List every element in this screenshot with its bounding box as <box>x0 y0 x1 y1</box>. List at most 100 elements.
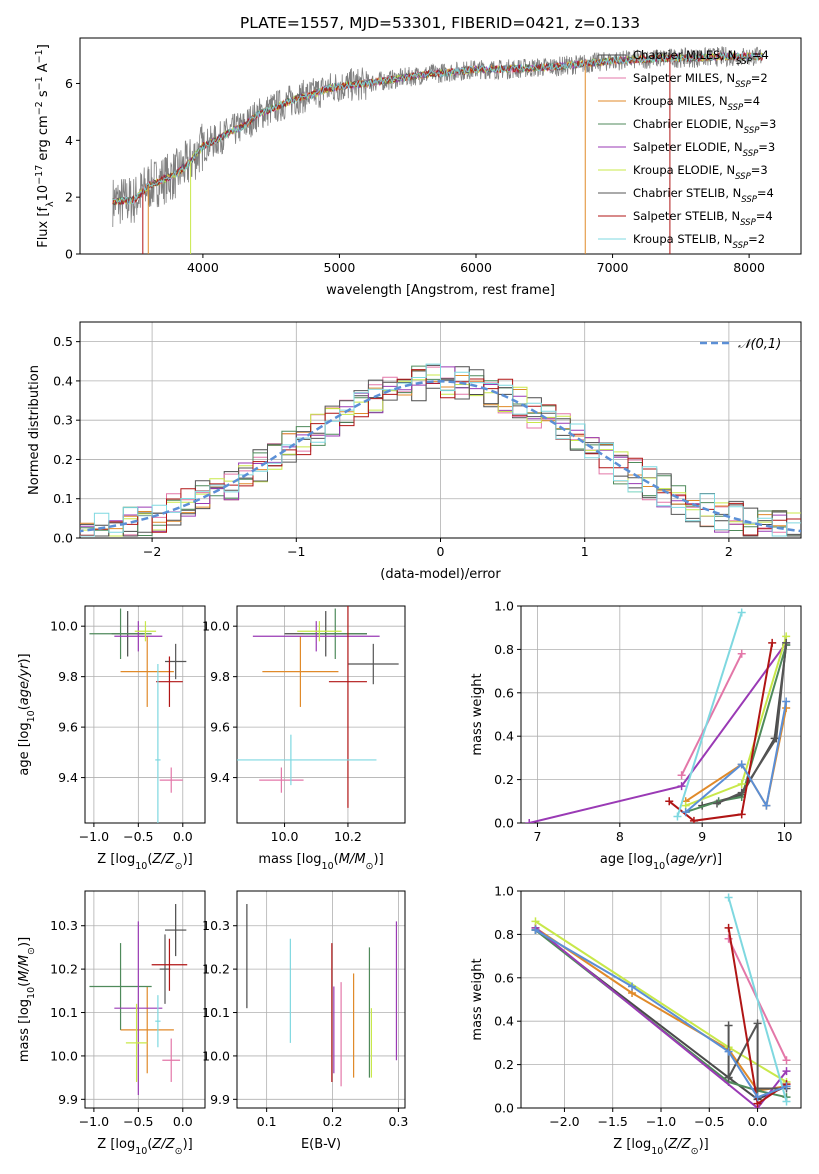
y-tick-label: 9.6 <box>58 720 78 735</box>
axes-frame <box>84 890 206 1109</box>
x-axis-label: Z [log10(Z/Z⊙)] <box>97 852 192 872</box>
plot-area <box>531 893 791 1108</box>
axes-frame <box>84 605 206 824</box>
legend-label: Kroupa MILES, NSSP=4 <box>633 94 760 113</box>
x-tick-label: 0.0 <box>748 1114 768 1129</box>
y-axis-label: mass [log10(M/M⊙)] <box>17 937 37 1062</box>
y-axis-label: mass weight <box>470 673 485 755</box>
plot-area <box>80 363 801 537</box>
axes-frame <box>79 321 802 539</box>
y-tick-label: 1.0 <box>494 884 514 899</box>
x-tick-label: 9 <box>698 829 706 844</box>
axes-frame <box>520 890 802 1109</box>
plot-area <box>89 608 187 823</box>
massweight-vs-metallicity-panel: −2.0 −1.5 −1.0 −0.5 0.0 0.0 0.2 0.4 0.6 0.8 1.0 Z [… <box>470 884 802 1157</box>
legend-label: Chabrier ELODIE, NSSP=3 <box>633 117 776 136</box>
mass-weight-marker <box>753 1093 762 1102</box>
y-tick-label: 10.0 <box>202 619 230 634</box>
y-tick-label: 9.9 <box>58 1092 78 1107</box>
mass-weight-line <box>685 701 788 813</box>
mass-weight-line <box>534 927 788 1108</box>
mass-weight-line <box>680 653 743 776</box>
y-axis-label: Normed distribution <box>27 365 42 495</box>
y-tick-label: 10.0 <box>50 1048 78 1063</box>
mass-weight-marker <box>677 771 686 780</box>
x-tick-label: −2 <box>143 544 161 559</box>
x-tick-label: −1 <box>287 544 305 559</box>
mass-weight-marker <box>531 926 540 935</box>
age-vs-metallicity-panel: −1.0 −0.5 0.0 9.4 9.6 9.8 10.0 Z [log10(Z/Z⊙)] a… <box>17 605 206 872</box>
mass-weight-marker <box>525 819 534 823</box>
y-tick-label: 0.0 <box>53 531 73 546</box>
plot-area <box>246 904 398 1087</box>
mass-weight-marker <box>713 799 721 808</box>
y-tick-label: 10.2 <box>50 962 78 977</box>
y-tick-label: 0.8 <box>494 642 514 657</box>
y-tick-label: 10.3 <box>202 918 230 933</box>
axes-frame <box>520 605 802 824</box>
legend-label: Kroupa STELIB, NSSP=2 <box>633 232 765 251</box>
mass-weight-marker <box>737 649 746 658</box>
y-tick-label: 1.0 <box>494 599 514 614</box>
x-tick-label: 1 <box>581 544 589 559</box>
y-tick-label: 0.8 <box>494 927 514 942</box>
y-tick-label: 0.6 <box>494 685 514 700</box>
y-tick-label: 0.4 <box>494 1014 514 1029</box>
mass-weight-marker <box>762 801 771 810</box>
x-tick-label: 0.1 <box>257 1114 277 1129</box>
plot-area <box>237 606 399 808</box>
y-tick-label: 10.1 <box>50 1005 78 1020</box>
x-axis-label: age [log10(age/yr)] <box>600 852 722 872</box>
residuals-panel: −2 −1 0 1 2 0.0 0.1 0.2 0.3 0.4 0.5 𝒩(0,1) (data-mod… <box>27 321 802 582</box>
y-tick-label: 0.4 <box>53 373 73 388</box>
x-tick-label: 7 <box>533 829 541 844</box>
plot-area <box>112 46 764 254</box>
x-tick-label: −2.0 <box>549 1114 579 1129</box>
mass-weight-marker <box>782 697 791 706</box>
x-tick-label: −0.5 <box>123 1114 153 1129</box>
y-tick-label: 10.3 <box>50 918 78 933</box>
x-tick-label: 10.2 <box>334 829 362 844</box>
mass-weight-marker <box>724 1047 733 1056</box>
x-tick-label: 10 <box>777 829 793 844</box>
x-axis-label: Z [log10(Z/Z⊙)] <box>613 1137 708 1157</box>
x-tick-label: 8 <box>616 829 624 844</box>
y-axis-label: age [log10(age/yr)] <box>17 653 37 775</box>
mass-weight-marker <box>737 608 746 617</box>
y-tick-label: 2 <box>65 190 73 205</box>
x-tick-label: −1.0 <box>646 1114 676 1129</box>
legend-label: Salpeter STELIB, NSSP=4 <box>633 209 773 228</box>
mass-weight-marker <box>673 812 682 821</box>
y-tick-label: 9.6 <box>210 720 230 735</box>
figure-title: PLATE=1557, MJD=53301, FIBERID=0421, z=0… <box>240 14 640 32</box>
x-tick-label: −1.5 <box>598 1114 628 1129</box>
x-tick-label: 5000 <box>324 260 356 275</box>
massweight-vs-age-panel: 7 8 9 10 0.0 0.2 0.4 0.6 0.8 1.0 age [log10(age/yr… <box>470 599 802 872</box>
mass-weight-line <box>528 642 788 823</box>
x-tick-label: −1.0 <box>79 1114 109 1129</box>
y-tick-label: 0.1 <box>53 491 73 506</box>
legend-label: Salpeter ELODIE, NSSP=3 <box>633 140 775 159</box>
x-tick-label: −1.0 <box>79 829 109 844</box>
mass-weight-marker <box>724 893 733 902</box>
x-axis-label: (data-model)/error <box>380 567 501 582</box>
mass-weight-marker <box>753 1019 762 1028</box>
y-axis-label: Flux [fλ10−17 erg cm−2 s−1 A−1] <box>34 44 56 248</box>
residual-histogram-line <box>80 363 801 537</box>
y-tick-label: 6 <box>65 76 73 91</box>
x-tick-label: 0.0 <box>173 829 193 844</box>
x-tick-label: 0.0 <box>173 1114 193 1129</box>
x-axis-label: wavelength [Angstrom, rest frame] <box>326 283 555 298</box>
y-tick-label: 9.8 <box>210 669 230 684</box>
mass-weight-marker <box>689 816 698 823</box>
y-tick-label: 0.0 <box>494 816 514 831</box>
mass-weight-line <box>676 612 743 817</box>
x-tick-label: 4000 <box>187 260 219 275</box>
mass-weight-marker <box>782 638 791 647</box>
x-tick-label: −0.5 <box>694 1114 724 1129</box>
mass-vs-extinction-panel: 0.1 0.2 0.3 9.9 10.0 10.1 10.2 10.3 E(B-V) <box>202 890 408 1152</box>
y-tick-label: 10.1 <box>202 1005 230 1020</box>
mass-weight-marker <box>737 810 746 819</box>
y-tick-label: 0 <box>65 247 73 262</box>
y-tick-label: 0.6 <box>494 970 514 985</box>
